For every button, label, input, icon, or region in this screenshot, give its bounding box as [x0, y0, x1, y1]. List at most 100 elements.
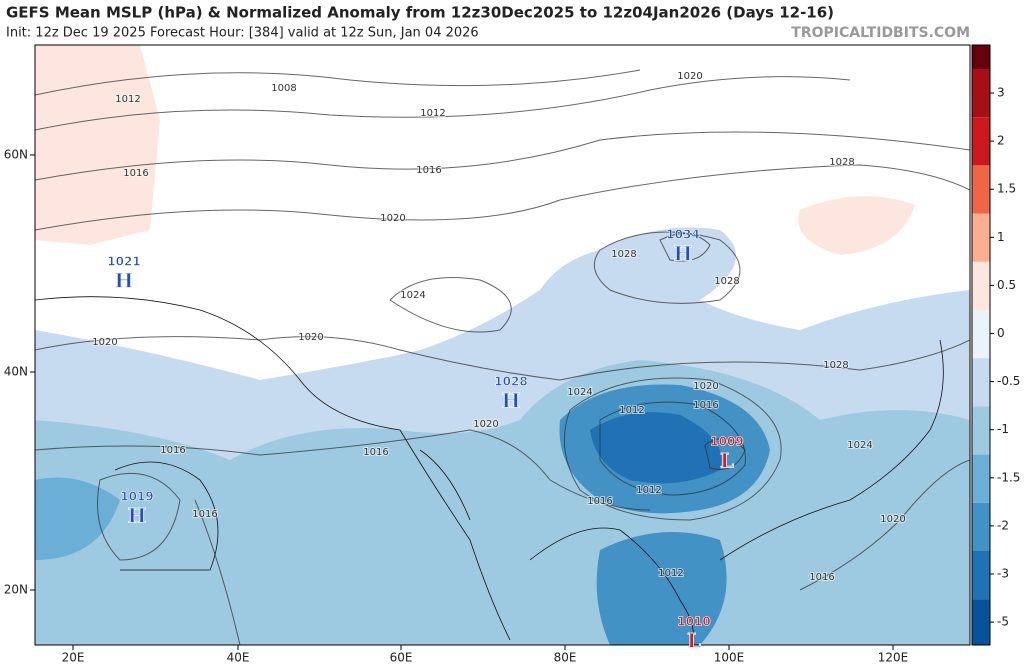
watermark: TROPICALTIDBITS.COM [791, 25, 970, 41]
colorbar-swatch [972, 117, 990, 166]
lon-label: 100E [714, 651, 745, 665]
isobar [389, 277, 512, 333]
colorbar-swatch [972, 406, 990, 455]
contour-label: 1020 [473, 419, 498, 430]
init-line: Init: 12z Dec 19 2025 Forecast Hour: [38… [6, 26, 479, 41]
colorbar-label: -1 [997, 422, 1009, 436]
lat-label: 40N [4, 365, 28, 379]
pressure-symbol: H [502, 389, 521, 413]
contour-label: 1028 [714, 276, 739, 287]
colorbar-swatch [972, 599, 990, 645]
colorbar-label: 1.5 [997, 182, 1016, 196]
lon-label: 20E [62, 651, 85, 665]
isobar [563, 377, 782, 521]
contour-label: 1020 [693, 381, 718, 392]
isobar [35, 131, 970, 181]
contour-label: 1024 [400, 290, 425, 301]
pressure-value: 1009 [710, 435, 743, 449]
contour-label: 1012 [619, 405, 644, 416]
negative-anomaly [596, 532, 727, 645]
isobar [35, 429, 651, 511]
isobar [35, 164, 970, 231]
lon-label: 120E [878, 651, 909, 665]
colorbar-swatch [972, 551, 990, 600]
colorbar-label: 3 [997, 86, 1005, 100]
colorbar-frame [971, 44, 991, 646]
contour-label: 1012 [636, 485, 661, 496]
contour-label: 1016 [809, 572, 834, 583]
lat-label: 20N [4, 583, 28, 597]
colorbar-swatch [972, 69, 990, 118]
colorbar-label: 0.5 [997, 278, 1016, 292]
colorbar-swatch [972, 213, 990, 262]
map [34, 44, 971, 646]
isobar [704, 438, 746, 470]
contour-label: 1016 [123, 168, 148, 179]
contour-label: 1016 [160, 445, 185, 456]
positive-anomaly [798, 196, 915, 255]
colorbar-label: -2 [997, 518, 1009, 532]
contour-label: 1008 [271, 83, 296, 94]
contour-label: 1016 [192, 509, 217, 520]
isobar [659, 233, 711, 262]
colorbar-swatch [972, 165, 990, 214]
coastline [114, 449, 471, 571]
colorbar-swatch [972, 358, 990, 407]
isobar [599, 401, 746, 496]
contour-label: 1016 [587, 496, 612, 507]
isobar [799, 459, 970, 591]
isobar [97, 472, 181, 561]
colorbar-swatch [972, 502, 990, 551]
isobar [194, 499, 241, 645]
pressure-symbol: L [687, 629, 701, 653]
colorbar-label: -3 [997, 567, 1009, 581]
contour-label: 1020 [677, 71, 702, 82]
contour-label: 1016 [416, 165, 441, 176]
pressure-value: 1021 [107, 255, 140, 269]
lon-label: 40E [227, 651, 250, 665]
contour-label: 1028 [829, 157, 854, 168]
pressure-value: 1028 [494, 375, 527, 389]
isobar [35, 76, 851, 131]
contour-label: 1020 [92, 337, 117, 348]
positive-anomaly [35, 45, 160, 245]
negative-anomaly [35, 477, 120, 560]
isobar [35, 69, 641, 96]
colorbar-label: -1.5 [997, 470, 1020, 484]
pressure-value: 1019 [120, 490, 153, 504]
colorbar-label: 0 [997, 326, 1005, 340]
contour-label: 1020 [880, 514, 905, 525]
isobar [35, 336, 970, 381]
contour-label: 1024 [567, 387, 592, 398]
contour-label: 1028 [823, 360, 848, 371]
lat-label: 60N [4, 148, 28, 162]
contour-label: 1024 [847, 440, 872, 451]
lon-label: 80E [554, 651, 577, 665]
colorbar-label: -5 [997, 615, 1009, 629]
pressure-value: 1034 [666, 228, 699, 242]
pressure-symbol: L [720, 449, 734, 473]
contour-label: 1020 [380, 213, 405, 224]
colorbar-swatch [972, 261, 990, 310]
contour-label: 1012 [115, 94, 140, 105]
isobar [593, 231, 741, 304]
pressure-symbol: H [128, 504, 147, 528]
colorbar-swatch [972, 454, 990, 503]
pressure-value: 1010 [677, 615, 710, 629]
pressure-symbol: H [674, 242, 693, 266]
contour-label: 1016 [693, 400, 718, 411]
coastline [35, 296, 944, 645]
map-frame [34, 44, 971, 646]
pressure-symbol: H [115, 269, 134, 293]
title: GEFS Mean MSLP (hPa) & Normalized Anomal… [6, 4, 834, 22]
contour-label: 1028 [611, 249, 636, 260]
contour-label: 1016 [363, 447, 388, 458]
contour-label: 1020 [298, 332, 323, 343]
colorbar-swatch [972, 45, 990, 69]
map-field [35, 45, 970, 645]
contour-label: 1012 [658, 568, 683, 579]
colorbar-label: 1 [997, 230, 1005, 244]
colorbar-label: 2 [997, 134, 1005, 148]
negative-anomaly [590, 412, 722, 484]
